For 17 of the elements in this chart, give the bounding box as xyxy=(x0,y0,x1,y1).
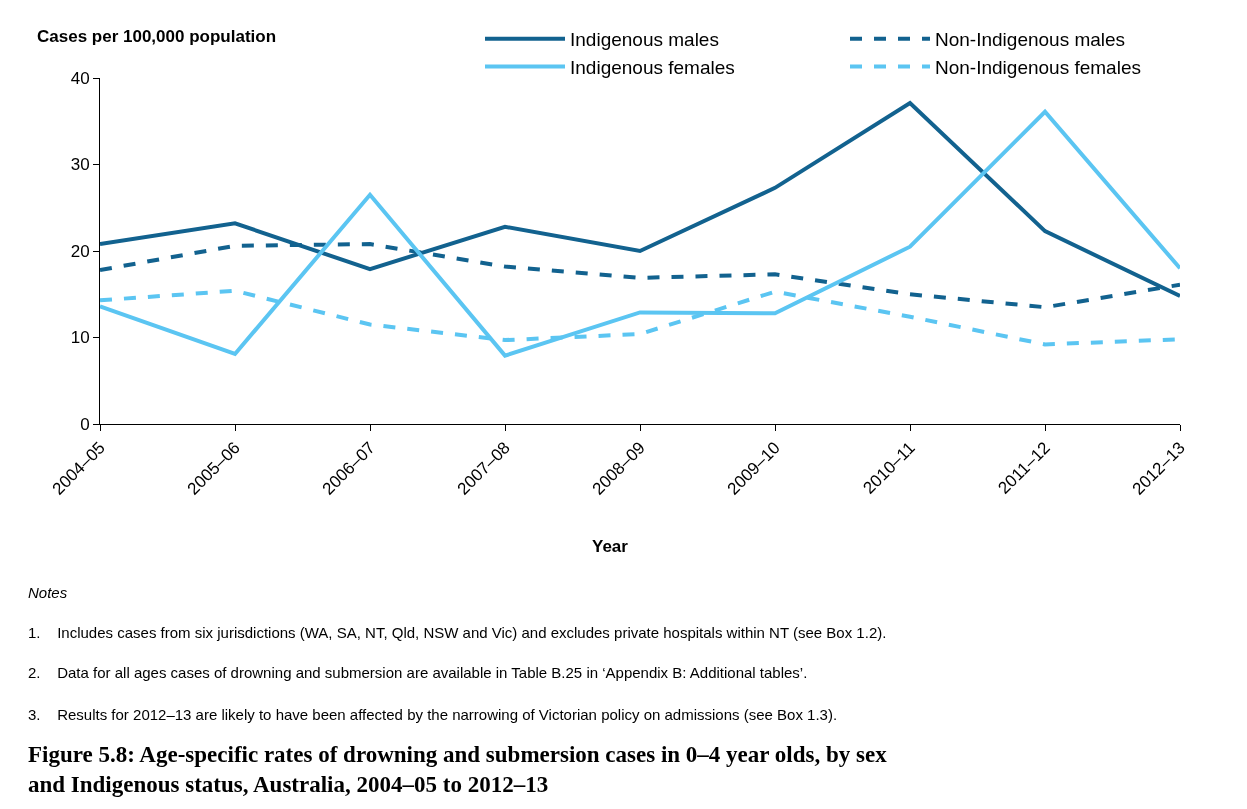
legend-label: Non-Indigenous females xyxy=(935,56,1141,78)
legend-label: Non-Indigenous males xyxy=(935,29,1126,51)
y-tick-label: 10 xyxy=(70,328,90,348)
y-axis-title: Cases per 100,000 population xyxy=(37,27,277,46)
text: 3. Results for 2012–13 are likely to have been affected by the narrowing of Victorian policy on admissions (see Box 1.3). xyxy=(28,706,838,723)
text: Figure 5.8: Age-specific rates of drowning and submersion cases in 0–4 year olds, by sex and Indigenous status, Australia, 2004–05 to 2012–13 xyxy=(28,742,888,797)
text: 1. Includes cases from six jurisdictions (WA, SA, NT, Qld, NSW and Vic) and excludes private hospitals within NT (see Box 1.2). xyxy=(28,624,887,641)
y-tick-label: 0 xyxy=(80,414,90,434)
y-tick-label: 20 xyxy=(70,241,90,261)
line-series xyxy=(100,109,1180,358)
legend-label: Indigenous males xyxy=(570,29,719,51)
text: Notes xyxy=(28,584,68,601)
y-tick-label: 30 xyxy=(70,155,90,175)
text: 2. Data for all ages cases of drowning and submersion are available in Table B.25 in ‘Appendix B: Additional tables’. xyxy=(28,664,808,681)
y-tick-label: 40 xyxy=(70,68,90,88)
legend-label: Indigenous females xyxy=(570,56,735,78)
x-axis-title: Year xyxy=(592,537,629,556)
